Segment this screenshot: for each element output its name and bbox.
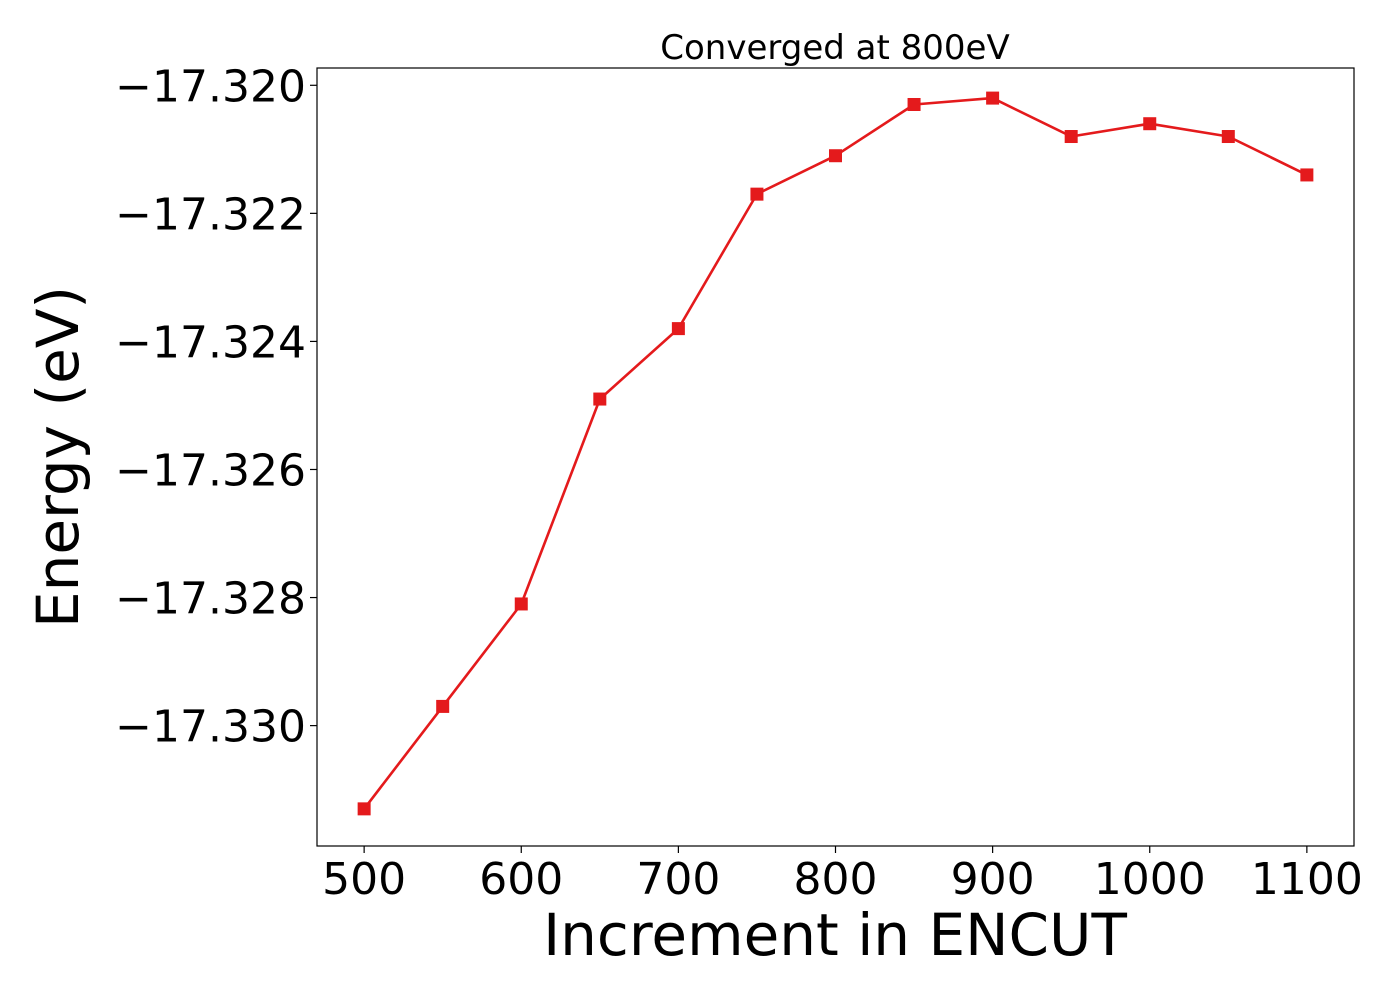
y-axis-label: Energy (eV) xyxy=(24,286,92,628)
data-point xyxy=(907,97,921,111)
data-point xyxy=(1300,168,1314,182)
data-point xyxy=(1064,130,1078,144)
x-tick-label: 1100 xyxy=(1251,854,1363,905)
x-axis-label: Increment in ENCUT xyxy=(543,901,1127,969)
y-tick-label: −17.330 xyxy=(115,702,306,753)
data-point xyxy=(750,187,764,201)
x-tick-label: 1000 xyxy=(1094,854,1206,905)
data-point xyxy=(986,91,1000,105)
x-tick-label: 700 xyxy=(636,854,720,905)
y-tick-label: −17.328 xyxy=(115,574,306,625)
x-tick-label: 800 xyxy=(794,854,878,905)
data-point xyxy=(1221,130,1235,144)
x-tick-label: 900 xyxy=(951,854,1035,905)
data-point xyxy=(436,699,450,713)
chart-title: Converged at 800eV xyxy=(660,28,1009,68)
y-tick-label: −17.322 xyxy=(115,189,306,240)
data-point xyxy=(829,149,842,163)
y-tick-label: −17.320 xyxy=(115,61,306,112)
x-tick-label: 500 xyxy=(322,854,406,905)
data-point xyxy=(671,322,685,336)
y-tick-label: −17.324 xyxy=(115,317,306,368)
y-axis: −17.320 −17.322 −17.324 −17.326 −17.328 −17.3… xyxy=(115,61,317,753)
data-point xyxy=(593,392,607,406)
x-tick-label: 600 xyxy=(479,854,563,905)
data-point xyxy=(1143,117,1157,131)
data-point xyxy=(514,597,528,611)
series-layer xyxy=(357,91,1314,816)
x-axis: 500 600 700 800 900 1000 1100 xyxy=(322,846,1363,905)
y-tick-label: −17.326 xyxy=(115,445,306,496)
data-point xyxy=(357,802,371,816)
